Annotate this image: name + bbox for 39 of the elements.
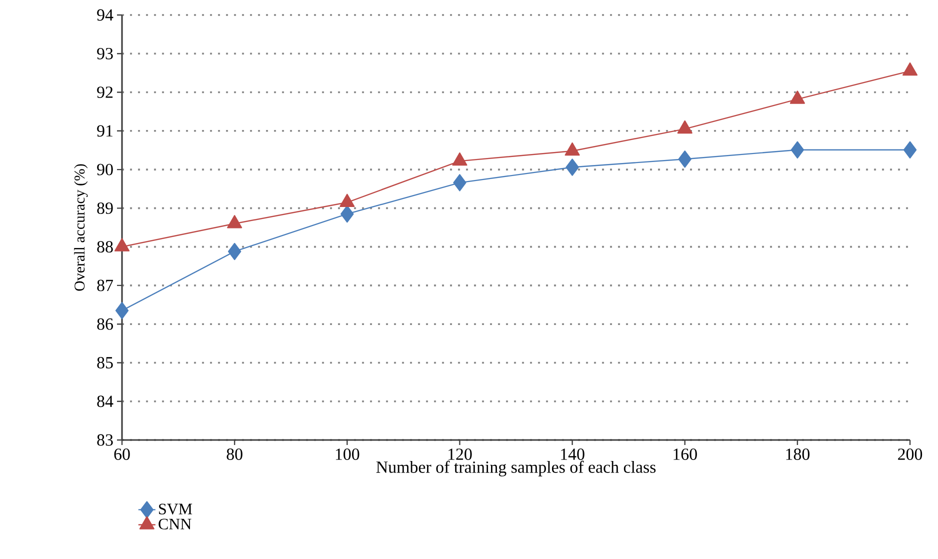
point: [115, 302, 129, 320]
x-tick-label: 160: [674, 448, 697, 460]
point: [453, 174, 466, 192]
y-tick-label: 85: [97, 357, 113, 368]
y-tick-label: 84: [97, 396, 114, 408]
point: [790, 90, 805, 104]
y-tick-label: 89: [97, 202, 113, 214]
y-tick-label: 91: [97, 125, 112, 137]
point: [566, 158, 579, 176]
x-tick-label: 200: [898, 448, 922, 460]
point: [227, 215, 242, 228]
point: [902, 62, 918, 76]
point: [790, 141, 804, 158]
point: [678, 150, 692, 168]
point: [340, 205, 354, 223]
y-tick-label: 94: [97, 9, 114, 21]
y-tick-label: 88: [97, 241, 113, 253]
point: [452, 152, 468, 166]
x-tick-label: 140: [561, 448, 584, 460]
y-tick-label: 92: [97, 86, 113, 98]
x-tick-label: 100: [336, 448, 360, 460]
legend-label: SVM: [159, 504, 192, 514]
x-tick-label: 80: [226, 448, 242, 460]
point: [677, 120, 692, 134]
y-tick-label: 87: [97, 280, 113, 292]
y-tick-label: 90: [97, 164, 113, 176]
y-tick-label: 83: [97, 434, 113, 446]
point: [564, 142, 580, 156]
legend-label: CNN: [158, 518, 192, 530]
x-tick-label: 120: [448, 448, 472, 460]
point: [903, 141, 917, 158]
point: [228, 242, 242, 260]
x-tick-label: 180: [786, 448, 810, 460]
x-axis-title: Number of training samples of each class: [376, 460, 656, 476]
y-tick-label: 93: [97, 48, 113, 60]
y-tick-label: 86: [97, 318, 113, 330]
x-tick-label: 60: [114, 448, 130, 460]
y-axis-title: Overall accuracy (%): [74, 164, 88, 291]
point: [340, 194, 355, 207]
